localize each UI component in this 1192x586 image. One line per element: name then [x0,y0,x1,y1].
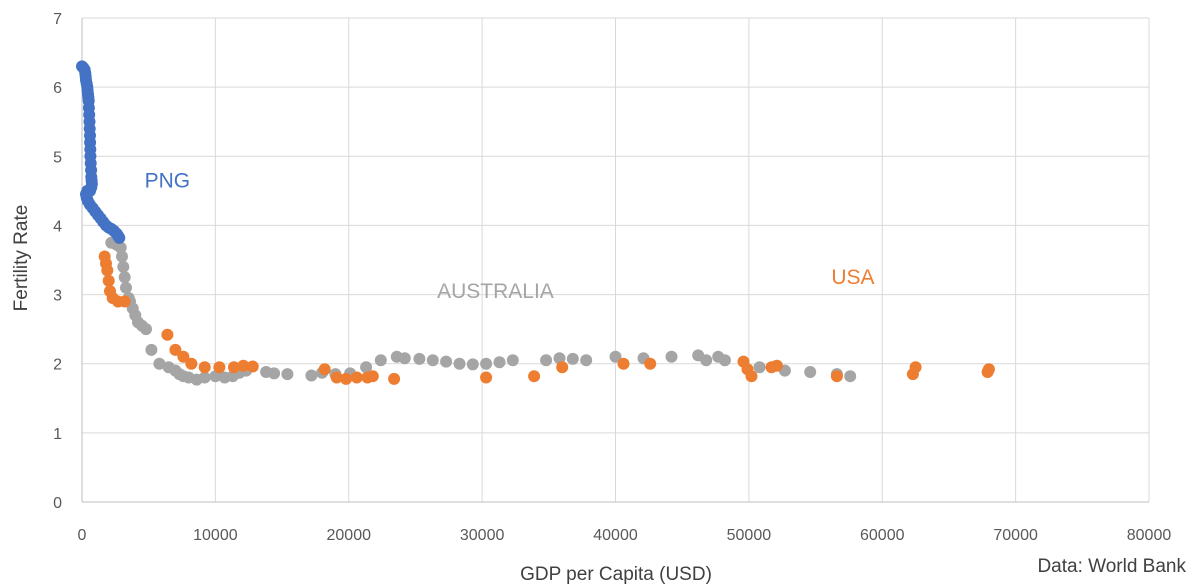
data-point [330,371,343,384]
data-point [745,370,758,383]
x-tick-label: 70000 [993,527,1038,544]
data-point [909,361,922,374]
data-point [665,350,678,363]
data-point [120,281,132,294]
data-point [580,354,593,367]
annotation-australia: AUSTRALIA [437,280,554,303]
data-point [770,359,783,372]
data-point [113,231,126,244]
y-tick-label: 6 [53,80,62,97]
annotation-usa: USA [831,266,874,289]
data-point [169,343,182,356]
annotation-png: PNG [145,169,191,192]
data-point [198,361,211,374]
gridlines [82,17,1150,502]
data-point [360,361,373,374]
data-point [480,371,493,384]
data-point [305,369,318,382]
axes [81,18,1149,503]
data-point [540,354,553,367]
data-point [804,366,817,378]
data-point [198,371,211,384]
data-point [268,367,281,380]
data-point [480,357,493,370]
series-annotations: PNG AUSTRALIA USA [145,169,875,303]
x-tick-label: 40000 [593,527,638,544]
y-tick-label: 2 [53,357,62,374]
data-point [177,350,190,363]
data-point [644,357,657,370]
data-point [426,354,439,367]
data-point [609,350,622,363]
data-point [340,372,353,385]
data-point [153,357,166,370]
data-point [228,361,240,374]
y-tick-label: 7 [53,11,62,28]
data-point [388,372,401,385]
data-point [281,368,294,381]
y-tick-labels: 0 1 2 3 4 5 6 7 [53,11,62,512]
x-tick-label: 30000 [460,527,505,544]
source-note: Data: World Bank [1037,556,1186,577]
data-point [118,295,131,308]
data-point [556,361,569,374]
data-point [413,352,426,365]
data-point [718,354,731,367]
data-point [700,354,713,367]
data-point [453,357,466,370]
data-point [140,323,152,336]
data-point [493,356,506,369]
data-point [844,370,857,383]
data-point [237,359,250,372]
data-point [161,328,174,341]
data-point [318,363,331,376]
x-tick-label: 80000 [1127,527,1172,544]
data-point [466,358,479,371]
data-point [101,264,114,277]
data-point [114,241,127,254]
y-tick-label: 3 [53,288,62,305]
y-tick-label: 5 [53,149,62,166]
data-point [374,354,387,367]
data-points [76,60,995,386]
y-tick-label: 0 [53,495,62,512]
data-point [398,352,411,365]
data-point [145,343,158,356]
x-tick-label: 20000 [327,527,372,544]
series-usa [98,250,995,385]
data-point [246,360,259,373]
data-point [117,260,130,273]
data-point [209,370,222,383]
data-point [185,357,198,370]
data-point [617,357,630,370]
data-point [830,370,843,383]
data-point [528,370,541,383]
data-point [213,361,226,374]
y-axis-label: Fertility Rate [11,205,32,312]
data-point [116,250,128,263]
data-point [118,271,131,284]
data-point [506,354,519,367]
data-point [566,352,579,365]
data-point [753,361,766,374]
series-png [76,60,126,244]
y-tick-label: 4 [53,218,62,235]
data-point [102,274,115,287]
x-tick-label: 60000 [860,527,905,544]
data-point [553,352,566,365]
x-axis-label: GDP per Capita (USD) [520,564,712,585]
data-point [350,371,363,384]
x-tick-label: 10000 [193,527,238,544]
data-point [440,355,453,368]
data-point [366,370,379,383]
x-tick-label: 0 [78,527,87,544]
data-point [982,363,995,376]
x-tick-label: 50000 [727,527,772,544]
y-tick-label: 1 [53,426,62,443]
x-tick-labels: 0 10000 20000 30000 40000 50000 60000 70000 8000… [78,527,1172,544]
